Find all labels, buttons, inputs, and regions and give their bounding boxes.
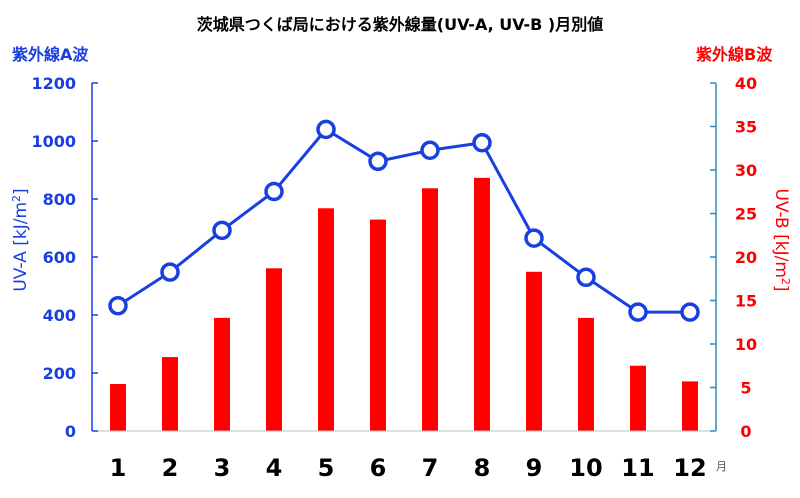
uvb-bar: [578, 317, 594, 431]
y-axis-right-tick-label: 10: [735, 335, 757, 354]
y-axis-left-tick-label: 0: [65, 422, 76, 441]
uvb-bar: [682, 381, 698, 431]
y-axis-left-superscript: 2: [10, 195, 23, 202]
svg-text:UV-B [kJ/m2]: UV-B [kJ/m2]: [771, 188, 793, 291]
y-axis-right-tick-label: 40: [735, 74, 757, 93]
x-axis-tick-label: 6: [370, 454, 387, 482]
x-axis-tick-label: 4: [266, 454, 283, 482]
uvb-bar: [266, 268, 282, 431]
uva-point: [576, 267, 596, 288]
y-axis-left-tick-label: 400: [43, 306, 76, 325]
uvb-bar: [630, 365, 646, 431]
x-axis-unit: 月: [716, 460, 727, 473]
y-axis-right-tick-label: 15: [735, 292, 757, 311]
x-axis-tick-label: 3: [214, 454, 231, 482]
uva-point: [316, 119, 336, 140]
x-axis-tick-label: 8: [474, 454, 491, 482]
y-axis-left-title: UV-A [kJ/m2]: [10, 188, 32, 291]
uva-point: [264, 181, 284, 202]
y-axis-left-tick-label: 200: [43, 364, 76, 383]
x-axis-tick-label: 10: [569, 454, 602, 482]
x-axis-tick-label: 5: [318, 454, 335, 482]
y-axis-right-tick-label: 25: [735, 205, 757, 224]
left-axis-header: 紫外線A波: [12, 45, 89, 64]
uvb-bar: [422, 188, 438, 431]
y-axis-left-tick-label: 600: [43, 248, 76, 267]
y-axis-right-superscript: 2: [780, 278, 793, 285]
y-axis-right-label: UV-B [kJ/m: [771, 188, 791, 277]
x-axis-tick-label: 12: [673, 454, 706, 482]
y-axis-right-closing: ]: [771, 285, 791, 292]
x-axis-tick-label: 9: [526, 454, 543, 482]
uva-point: [420, 140, 440, 161]
y-axis-left-tick-label: 1200: [31, 74, 76, 93]
uva-point: [680, 302, 700, 322]
y-axis-right-title: UV-B [kJ/m2]: [771, 188, 793, 291]
x-axis-tick-label: 7: [422, 454, 439, 482]
chart-title: 茨城県つくば局における紫外線量(UV-A, UV-B )月別値: [197, 15, 603, 34]
x-axis-tick-label: 11: [621, 454, 654, 482]
uva-point: [108, 295, 128, 316]
uva-point: [628, 302, 648, 322]
y-axis-left-closing: ]: [11, 188, 31, 195]
uva-point: [212, 220, 232, 241]
y-axis-right-tick-label: 30: [735, 161, 757, 180]
uvb-bar: [370, 219, 386, 431]
y-axis-right-tick-label: 35: [735, 118, 757, 137]
svg-text:UV-A [kJ/m2]: UV-A [kJ/m2]: [10, 188, 32, 291]
y-axis-right-tick-label: 5: [740, 379, 751, 398]
uvb-bar: [318, 208, 334, 431]
right-axis-header: 紫外線B波: [696, 45, 773, 64]
x-axis-tick-label: 1: [110, 454, 127, 482]
uva-point: [524, 228, 544, 248]
y-axis-left-tick-label: 800: [43, 190, 76, 209]
uva-point: [368, 151, 388, 172]
uvb-bar: [110, 384, 126, 431]
y-axis-left-label: UV-A [kJ/m: [11, 202, 31, 292]
y-axis-left-tick-label: 1000: [31, 132, 76, 151]
uva-line: [117, 127, 690, 314]
uvb-bar: [474, 177, 490, 431]
uvb-bar: [162, 357, 178, 431]
uva-point: [160, 262, 180, 282]
y-axis-right-tick-label: 20: [735, 248, 757, 267]
uvb-bar: [526, 271, 542, 431]
y-axis-right-tick-label: 0: [740, 422, 751, 441]
x-axis-tick-label: 2: [162, 454, 179, 482]
uvb-bar: [214, 317, 230, 431]
uva-point: [472, 132, 492, 153]
